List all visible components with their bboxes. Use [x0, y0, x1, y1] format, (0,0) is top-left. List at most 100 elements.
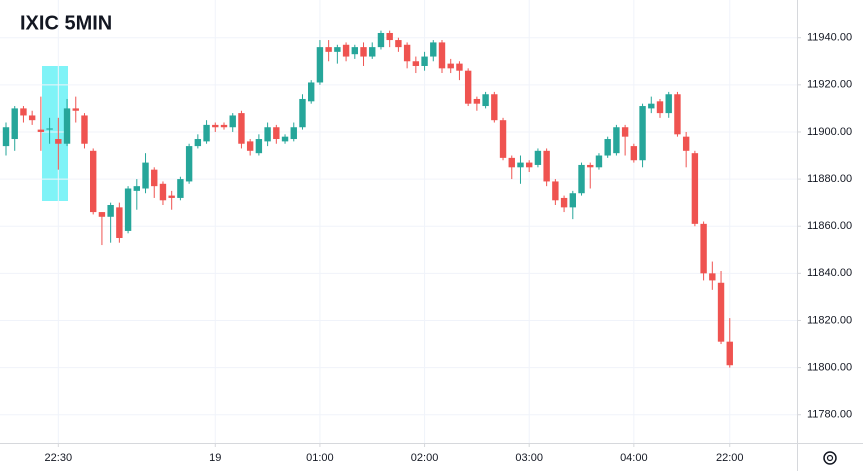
candle-body	[116, 207, 123, 238]
candle-body	[203, 124, 210, 142]
candle-body	[308, 82, 315, 102]
x-tick-label: 22:00	[716, 452, 744, 464]
x-tick-label: 01:00	[306, 452, 334, 464]
candle-body	[325, 47, 332, 52]
candle-body	[700, 223, 707, 274]
candle-body	[456, 63, 463, 71]
candle-body	[185, 146, 193, 182]
candle-body	[37, 129, 45, 132]
candle-body	[421, 56, 428, 66]
candle-body	[107, 205, 114, 217]
candle-body	[473, 98, 481, 104]
candle-body	[255, 139, 263, 154]
candle-body	[81, 115, 88, 144]
candle-body	[281, 136, 289, 142]
highlight-box	[42, 66, 68, 201]
candle-body	[395, 40, 402, 48]
candle-body	[717, 282, 725, 342]
x-tick-label: 02:00	[411, 452, 439, 464]
candle-body	[142, 162, 149, 189]
candle-body	[569, 193, 576, 208]
candle-body	[691, 153, 699, 224]
candle-body	[238, 113, 245, 144]
x-tick-label: 19	[209, 452, 221, 464]
candle-body	[133, 186, 140, 191]
candle-body	[438, 42, 446, 69]
y-tick-label: 11940.00	[807, 32, 852, 44]
candle-body	[177, 179, 184, 198]
candle-body	[2, 127, 10, 147]
y-tick-label: 11880.00	[807, 173, 852, 185]
candle-body	[499, 120, 507, 158]
candle-body	[55, 139, 62, 144]
gear-hub	[826, 454, 834, 462]
candle-body	[360, 47, 367, 57]
candle-body	[351, 47, 358, 55]
y-tick-label: 11800.00	[807, 362, 852, 374]
y-tick-label: 11860.00	[807, 220, 852, 232]
gear-ring	[823, 451, 837, 465]
settings-icon[interactable]	[823, 451, 837, 465]
candle-body	[578, 164, 585, 194]
candle-body	[412, 61, 420, 66]
candle-body	[604, 139, 611, 156]
x-tick-label: 03:00	[515, 452, 543, 464]
y-tick-label: 11900.00	[807, 126, 852, 138]
candle-body	[151, 169, 158, 187]
candle-body	[447, 63, 454, 69]
candle-body	[403, 44, 411, 62]
candle-body	[342, 44, 350, 57]
candle-body	[595, 155, 603, 168]
candle-body	[377, 32, 385, 48]
x-tick-label: 04:00	[620, 452, 648, 464]
candle-body	[587, 164, 594, 168]
candle-body	[526, 162, 533, 168]
candle-body	[543, 150, 550, 182]
x-tick-label: 22:30	[45, 452, 73, 464]
candle-body	[290, 127, 297, 140]
candle-body	[508, 157, 515, 168]
candle-body	[552, 181, 559, 201]
candle-body	[20, 108, 27, 116]
candle-body	[430, 42, 437, 57]
candle-body	[72, 108, 79, 111]
candle-body	[621, 127, 629, 137]
candle-body	[560, 197, 568, 208]
candle-body	[386, 32, 393, 41]
y-tick-label: 11840.00	[807, 267, 852, 279]
candle-body	[464, 70, 472, 104]
candle-body	[316, 47, 324, 83]
candle-body	[674, 94, 681, 135]
candle-body	[63, 108, 71, 144]
candle-body	[264, 127, 271, 142]
candle-body	[517, 162, 524, 168]
candle-body	[639, 106, 646, 161]
candle-body	[682, 136, 690, 151]
y-tick-label: 11780.00	[807, 409, 852, 421]
y-tick-label: 11820.00	[807, 314, 852, 326]
candle-body	[220, 124, 228, 128]
chart-title: IXIC 5MIN	[20, 12, 112, 34]
candle-body	[299, 98, 306, 128]
candle-body	[613, 127, 620, 154]
candle-body	[491, 94, 498, 121]
candle-body	[273, 127, 280, 140]
candle-body	[726, 341, 733, 366]
candle-body	[46, 128, 53, 130]
candle-body	[334, 47, 341, 52]
candle-body	[159, 183, 167, 201]
candle-body	[229, 115, 236, 128]
candle-body	[11, 108, 18, 140]
candle-body	[90, 150, 97, 213]
candle-body	[98, 212, 106, 217]
candle-body	[124, 188, 132, 231]
candle-body	[369, 47, 376, 57]
candle-body	[28, 115, 36, 121]
candle-body	[656, 101, 664, 114]
candle-body	[648, 103, 655, 109]
candle-body	[246, 141, 254, 151]
candle-body	[212, 124, 219, 128]
candle-body	[630, 146, 638, 161]
